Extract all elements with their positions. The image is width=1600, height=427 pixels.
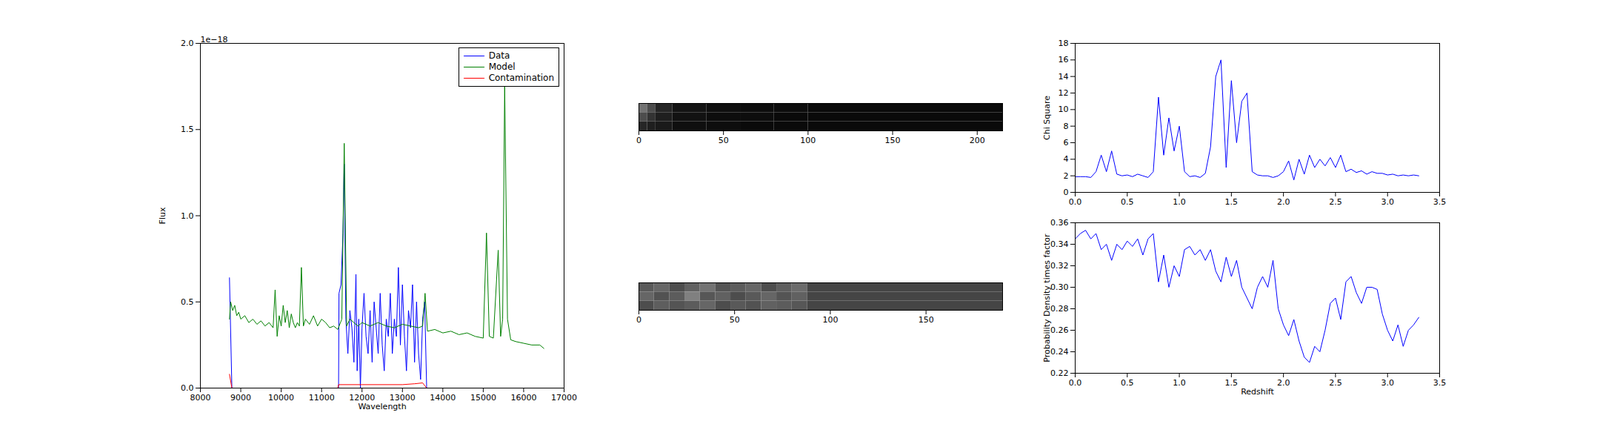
svg-text:10: 10 (1058, 104, 1069, 115)
svg-text:0.22: 0.22 (1050, 368, 1069, 378)
svg-text:0.32: 0.32 (1050, 260, 1069, 271)
svg-text:2.0: 2.0 (1277, 377, 1291, 388)
svg-text:0.5: 0.5 (180, 297, 195, 307)
svg-text:3.5: 3.5 (1433, 197, 1447, 207)
svg-text:9000: 9000 (230, 392, 252, 403)
svg-text:50: 50 (729, 314, 740, 325)
svg-text:0.34: 0.34 (1050, 239, 1069, 249)
svg-text:100: 100 (822, 314, 838, 325)
svg-text:0.5: 0.5 (1120, 197, 1135, 207)
svg-text:1.5: 1.5 (180, 124, 195, 135)
svg-text:100: 100 (800, 135, 816, 146)
svg-text:2.5: 2.5 (1328, 197, 1343, 207)
svg-text:0: 0 (636, 135, 642, 146)
html-text:Contamination: Contamination (488, 72, 555, 83)
svg-text:3.0: 3.0 (1380, 197, 1395, 207)
svg-text:Chi Square: Chi Square (1042, 95, 1052, 140)
svg-text:0.26: 0.26 (1050, 325, 1069, 335)
svg-text:4: 4 (1063, 154, 1069, 164)
svg-text:3.0: 3.0 (1380, 377, 1395, 388)
svg-text:0: 0 (636, 314, 642, 325)
svg-text:1.0: 1.0 (1172, 197, 1186, 207)
svg-text:16: 16 (1058, 54, 1069, 65)
svg-text:50: 50 (718, 135, 729, 146)
svg-text:1e−18: 1e−18 (200, 34, 229, 45)
svg-text:1.5: 1.5 (1225, 197, 1239, 207)
svg-text:Flux: Flux (157, 206, 168, 224)
svg-text:1.5: 1.5 (1225, 377, 1239, 388)
svg-text:0.36: 0.36 (1050, 217, 1069, 228)
svg-text:0.24: 0.24 (1050, 346, 1069, 357)
svg-text:3.5: 3.5 (1433, 377, 1447, 388)
svg-text:12000: 12000 (349, 392, 375, 403)
svg-text:14000: 14000 (429, 392, 456, 403)
svg-text:0.30: 0.30 (1050, 282, 1069, 292)
svg-text:0.28: 0.28 (1050, 303, 1069, 314)
svg-text:200: 200 (969, 135, 986, 146)
svg-text:14: 14 (1058, 71, 1069, 82)
svg-text:Wavelength: Wavelength (357, 401, 406, 412)
svg-text:150: 150 (918, 314, 935, 325)
svg-text:12: 12 (1058, 88, 1069, 98)
svg-text:2.0: 2.0 (1277, 197, 1291, 207)
svg-text:0.0: 0.0 (1068, 377, 1083, 388)
svg-text:0: 0 (1063, 187, 1069, 198)
svg-text:1.0: 1.0 (1172, 377, 1186, 388)
svg-text:0.5: 0.5 (1120, 377, 1135, 388)
svg-text:16000: 16000 (510, 392, 537, 403)
html-text:Data: Data (488, 50, 510, 61)
svg-text:6: 6 (1063, 137, 1069, 148)
svg-text:150: 150 (885, 135, 901, 146)
svg-text:2: 2 (1063, 171, 1069, 181)
svg-text:2.5: 2.5 (1328, 377, 1343, 388)
svg-text:8000: 8000 (190, 392, 212, 403)
svg-text:1.0: 1.0 (180, 211, 195, 221)
svg-text:13000: 13000 (389, 392, 416, 403)
html-text:Model: Model (488, 61, 516, 72)
svg-text:11000: 11000 (308, 392, 335, 403)
svg-text:17000: 17000 (551, 392, 578, 403)
svg-text:Redshift: Redshift (1240, 386, 1275, 397)
svg-text:Probability Density times fact: Probability Density times factor (1042, 233, 1052, 363)
svg-text:2.0: 2.0 (180, 38, 195, 49)
svg-text:8: 8 (1063, 121, 1069, 132)
svg-text:10000: 10000 (268, 392, 295, 403)
svg-text:18: 18 (1058, 38, 1069, 49)
svg-text:0.0: 0.0 (1068, 197, 1083, 207)
svg-text:15000: 15000 (470, 392, 497, 403)
svg-text:0.0: 0.0 (180, 382, 195, 393)
